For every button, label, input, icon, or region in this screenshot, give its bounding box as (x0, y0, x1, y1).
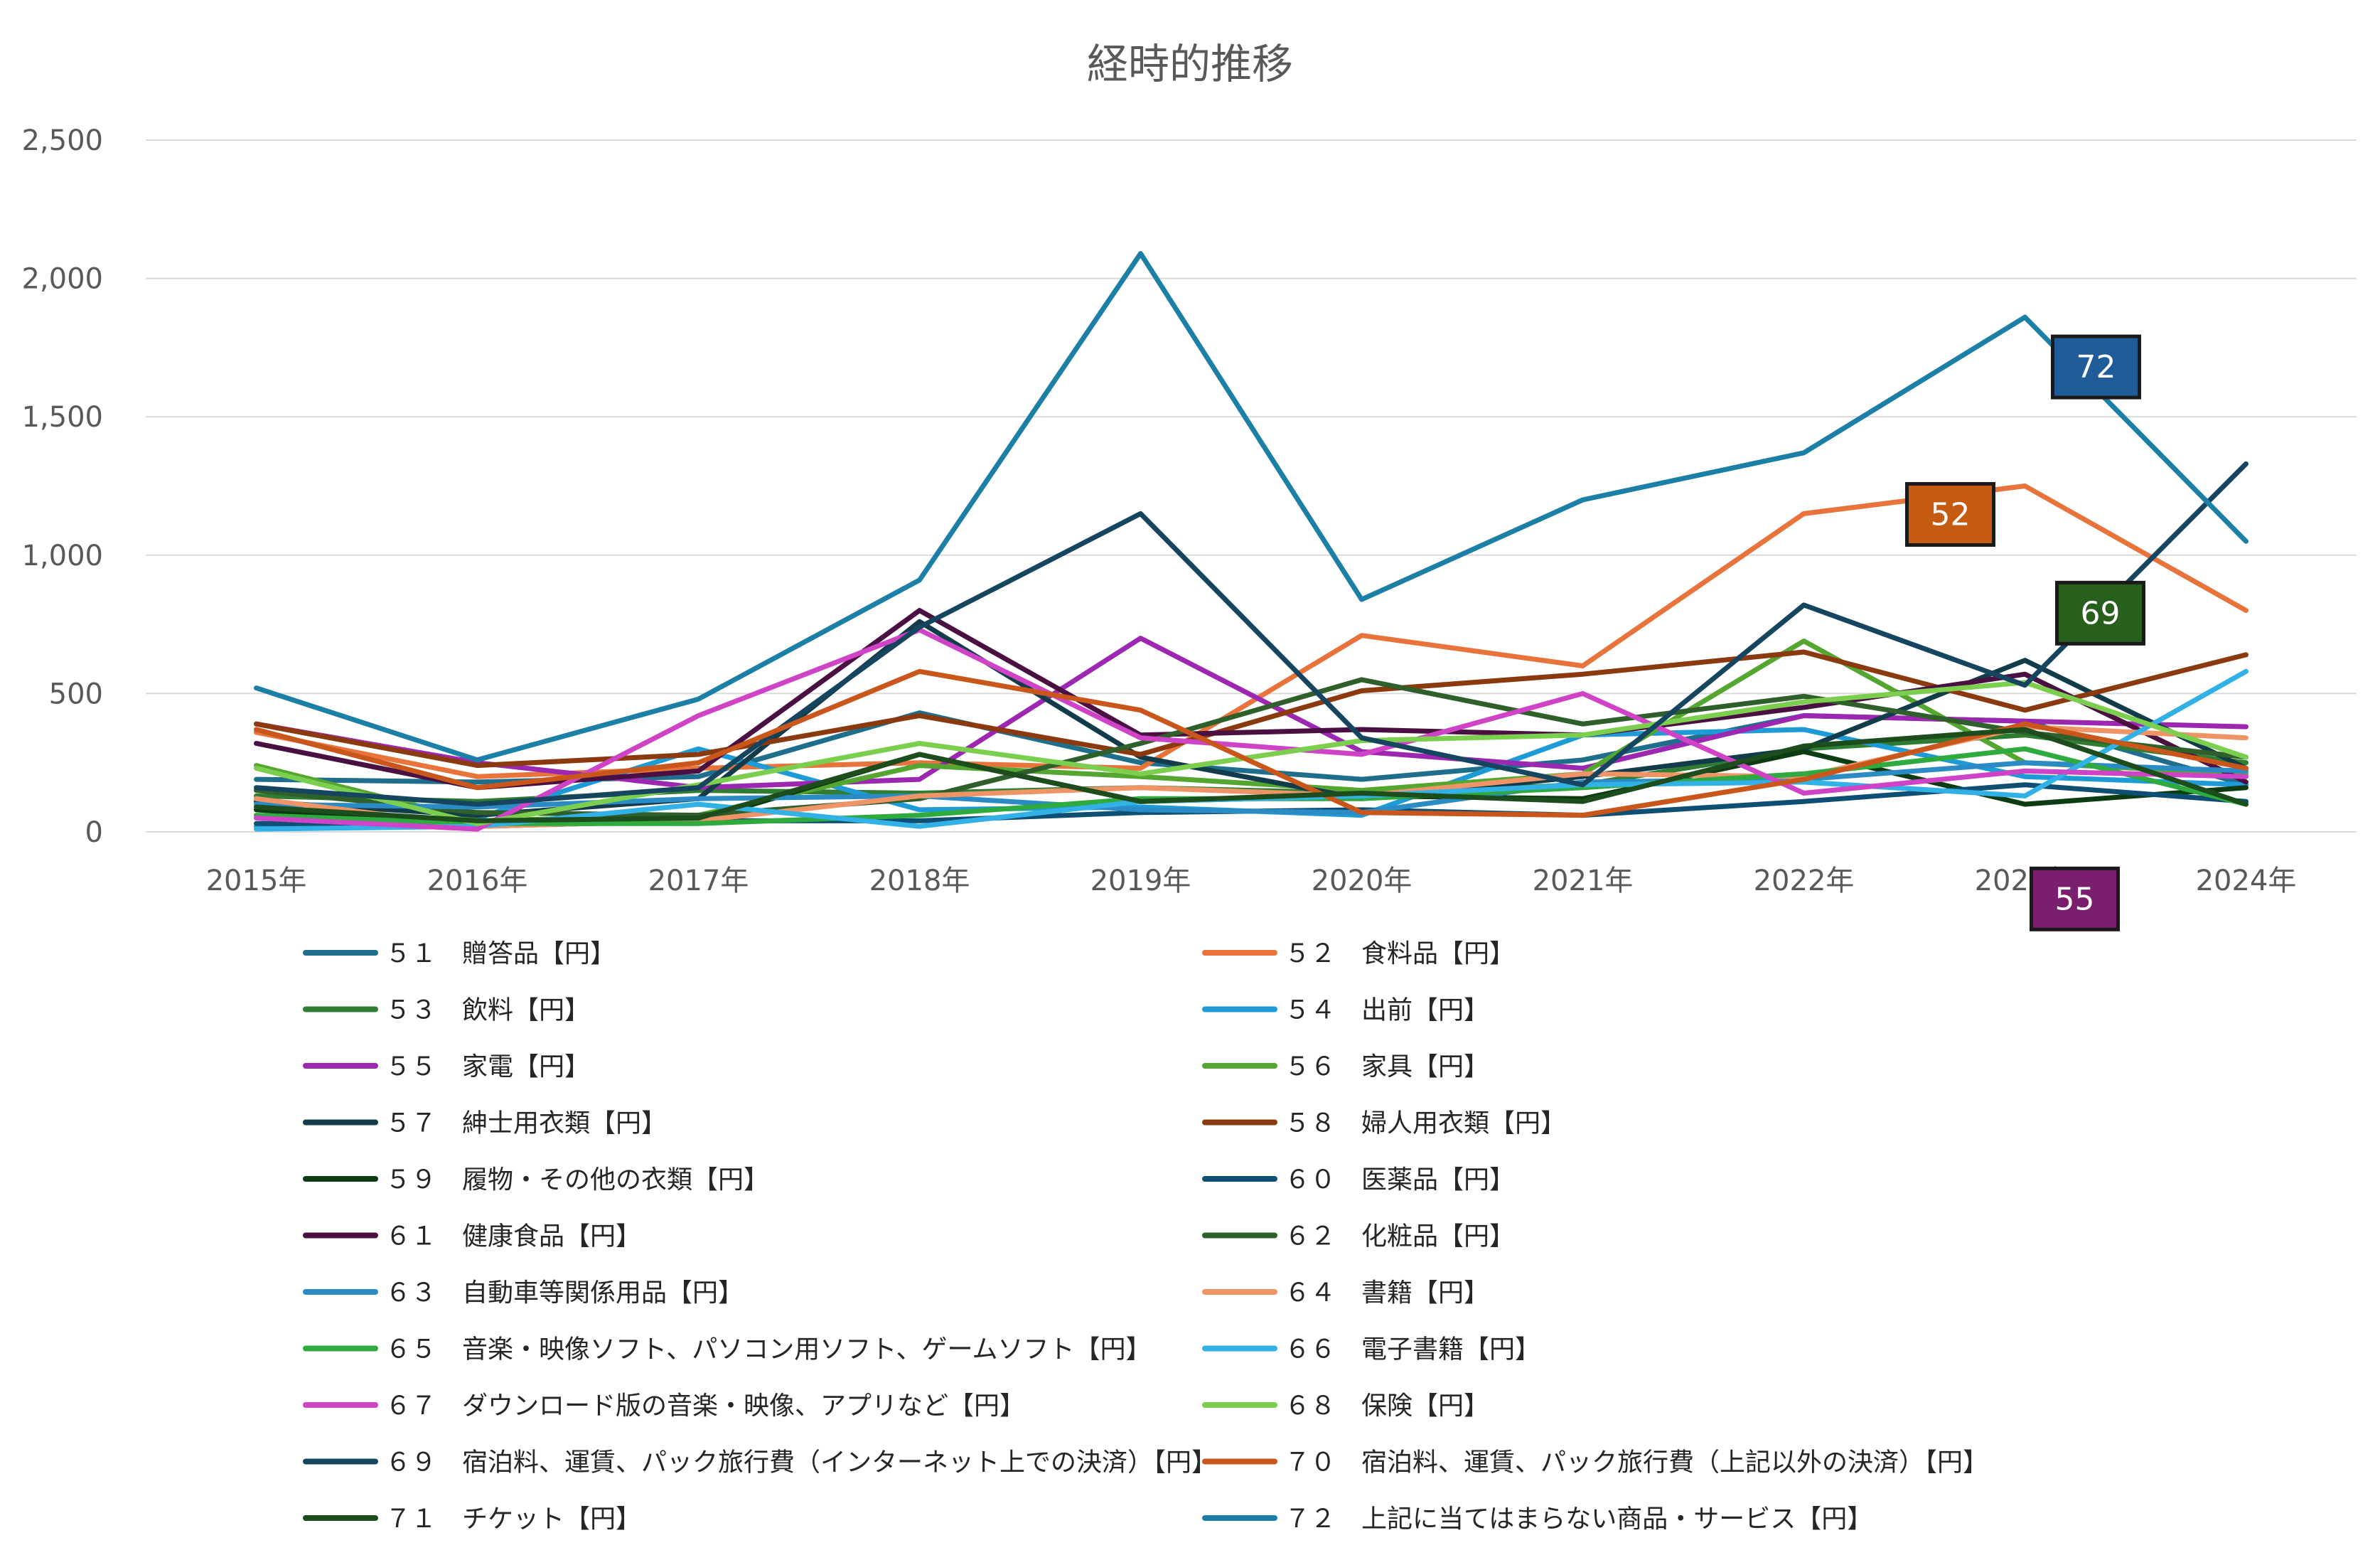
legend-entry: ６０ 医薬品【円】 (1202, 1165, 1515, 1195)
legend-entry: ５１ 贈答品【円】 (303, 939, 616, 968)
y-tick-label: 2,500 (21, 124, 103, 157)
legend-entry: ７２ 上記に当てはまらない商品・サービス【円】 (1202, 1505, 1872, 1534)
x-tick-label: 2016年 (427, 865, 528, 897)
legend-label: ６２ 化粧品【円】 (1285, 1222, 1515, 1251)
legend-label: ６１ 健康食品【円】 (385, 1222, 641, 1251)
legend-entry: ６９ 宿泊料、運賃、パック旅行費（インターネット上での決済）【円】 (303, 1448, 1217, 1477)
series-line (254, 649, 2248, 769)
callout-label: 69 (2055, 580, 2145, 646)
legend-entry: ５８ 婦人用衣類【円】 (1202, 1109, 1566, 1138)
callout-label: 55 (2030, 866, 2120, 931)
legend-entry: ６８ 保険【円】 (1202, 1391, 1489, 1421)
y-axis-ticks: 0 500 1,000 1,500 2,000 2,500 (21, 124, 103, 849)
legend-label: ６３ 自動車等関係用品【円】 (385, 1278, 744, 1308)
series-line (254, 668, 2248, 818)
x-tick-label: 2022年 (1754, 865, 1855, 897)
callout-label: 72 (2051, 334, 2141, 400)
x-tick-label: 2018年 (869, 865, 970, 897)
legend-label: ７２ 上記に当てはまらない商品・サービス【円】 (1285, 1505, 1872, 1534)
x-tick-label: 2019年 (1090, 865, 1191, 897)
svg-text:55: 55 (2055, 881, 2095, 917)
y-tick-label: 0 (85, 816, 103, 849)
legend-label: ６０ 医薬品【円】 (1285, 1165, 1515, 1195)
legend-entry: ５７ 紳士用衣類【円】 (303, 1109, 667, 1138)
gridlines (146, 139, 2357, 833)
legend-entry: ６４ 書籍【円】 (1202, 1278, 1489, 1308)
series-lines (254, 251, 2248, 832)
legend-label: ５６ 家具【円】 (1285, 1052, 1489, 1081)
svg-text:72: 72 (2076, 349, 2116, 385)
x-axis-ticks: 2015年 2016年 2017年 2018年 2019年 2020年 2021年 2022年… (206, 865, 2297, 897)
legend-entry: ５４ 出前【円】 (1202, 996, 1489, 1025)
legend-label: ６５ 音楽・映像ソフト、パソコン用ソフト、ゲームソフト【円】 (385, 1335, 1151, 1364)
legend-label: ５１ 贈答品【円】 (385, 939, 616, 968)
legend-label: ６４ 書籍【円】 (1285, 1278, 1489, 1308)
series-line (254, 680, 2248, 826)
legend: ５１ 贈答品【円】 ５２ 食料品【円】 ５３ 飲料【円】 ５４ 出前【円】 ５５ 家電【… (303, 939, 1988, 1534)
x-tick-label: 2015年 (206, 865, 307, 897)
legend-entry: ５６ 家具【円】 (1202, 1052, 1489, 1081)
x-tick-label: 2020年 (1312, 865, 1413, 897)
legend-label: ５３ 飲料【円】 (385, 996, 590, 1025)
legend-label: ６８ 保険【円】 (1285, 1391, 1489, 1421)
legend-entry: ６１ 健康食品【円】 (303, 1222, 641, 1251)
legend-label: ５２ 食料品【円】 (1285, 939, 1515, 968)
legend-label: ６６ 電子書籍【円】 (1285, 1335, 1540, 1364)
legend-label: ７０ 宿泊料、運賃、パック旅行費（上記以外の決済）【円】 (1285, 1448, 1988, 1477)
legend-entry: ６３ 自動車等関係用品【円】 (303, 1278, 744, 1308)
legend-entry: ６６ 電子書籍【円】 (1202, 1335, 1540, 1364)
legend-entry: ６７ ダウンロード版の音楽・映像、アプリなど【円】 (303, 1391, 1025, 1421)
legend-entry: ７０ 宿泊料、運賃、パック旅行費（上記以外の決済）【円】 (1202, 1448, 1988, 1477)
legend-entry: ６２ 化粧品【円】 (1202, 1222, 1515, 1251)
svg-text:69: 69 (2081, 595, 2121, 631)
x-tick-label: 2017年 (648, 865, 749, 897)
y-tick-label: 2,000 (21, 263, 103, 296)
legend-label: ５７ 紳士用衣類【円】 (385, 1109, 667, 1138)
series-line (254, 627, 2248, 832)
legend-entry: ６５ 音楽・映像ソフト、パソコン用ソフト、ゲームソフト【円】 (303, 1335, 1151, 1364)
series-line (254, 461, 2248, 807)
legend-entry: ５９ 履物・その他の衣類【円】 (303, 1165, 769, 1195)
legend-label: ６９ 宿泊料、運賃、パック旅行費（インターネット上での決済）【円】 (385, 1448, 1217, 1477)
legend-entry: ７１ チケット【円】 (303, 1505, 641, 1534)
legend-entry: ５３ 飲料【円】 (303, 996, 590, 1025)
data-callouts: 72 52 69 55 (1905, 334, 2145, 931)
y-tick-label: 1,000 (21, 540, 103, 572)
legend-label: ５８ 婦人用衣類【円】 (1285, 1109, 1566, 1138)
x-tick-label: 2024年 (2196, 865, 2297, 897)
legend-entry: ５５ 家電【円】 (303, 1052, 590, 1081)
y-tick-label: 500 (49, 678, 103, 710)
chart-title: 経時的推移 (1087, 40, 1293, 88)
series-line (254, 727, 2248, 823)
legend-entry: ５２ 食料品【円】 (1202, 939, 1515, 968)
callout-label: 52 (1905, 482, 1995, 547)
legend-label: ５９ 履物・その他の衣類【円】 (385, 1165, 769, 1195)
legend-label: ５４ 出前【円】 (1285, 996, 1489, 1025)
x-tick-label: 2021年 (1533, 865, 1634, 897)
svg-text:52: 52 (1931, 497, 1971, 533)
series-line (254, 619, 2248, 818)
legend-label: ６７ ダウンロード版の音楽・映像、アプリなど【円】 (385, 1391, 1025, 1421)
y-tick-label: 1,500 (21, 401, 103, 434)
series-line (254, 251, 2248, 763)
legend-label: ７１ チケット【円】 (385, 1505, 641, 1534)
legend-label: ５５ 家電【円】 (385, 1052, 590, 1081)
